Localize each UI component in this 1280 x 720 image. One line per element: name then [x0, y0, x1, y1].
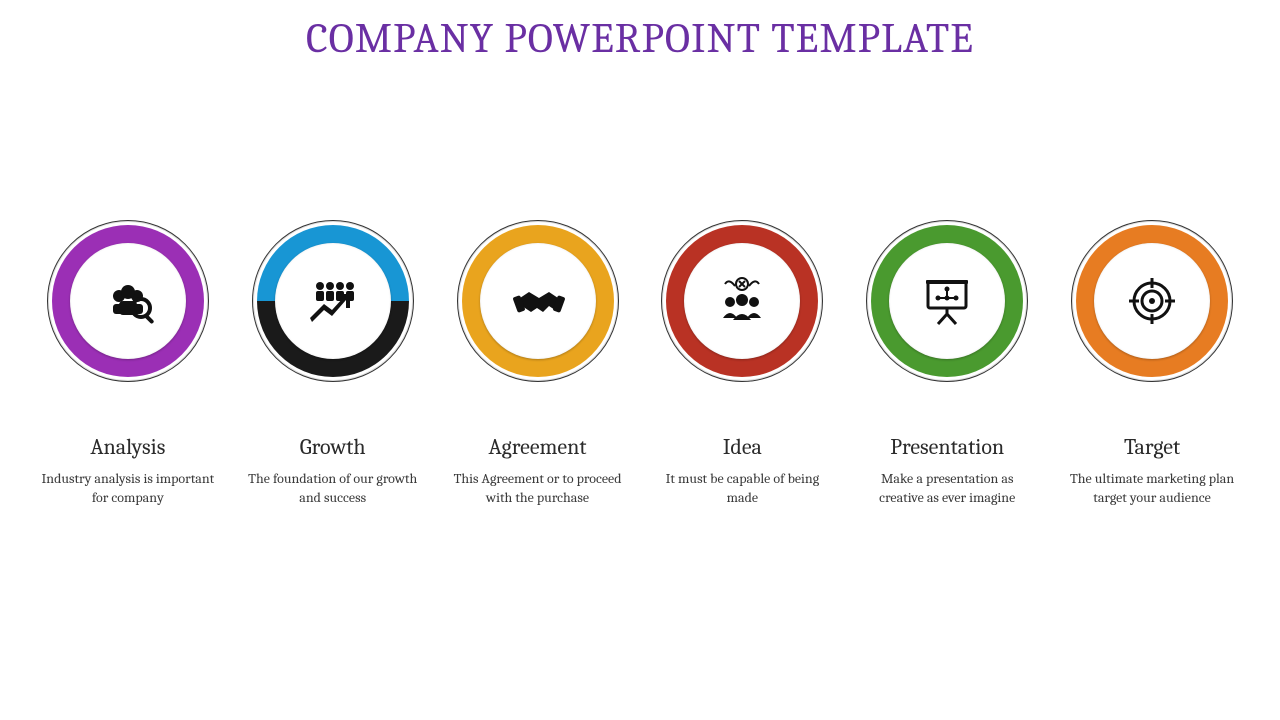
item-desc: The ultimate marketing plan target your …: [1062, 470, 1242, 508]
item-desc: Industry analysis is important for compa…: [38, 470, 218, 508]
ring: [1071, 220, 1233, 382]
slide-title: COMPANY POWERPOINT TEMPLATE: [0, 14, 1280, 63]
ring: [47, 220, 209, 382]
info-item: Growth The foundation of our growth and s…: [238, 220, 428, 508]
ring-band: [1076, 225, 1228, 377]
item-desc: The foundation of our growth and success: [243, 470, 423, 508]
item-label: Agreement: [488, 434, 586, 460]
ring: [661, 220, 823, 382]
ring-inner: [480, 243, 596, 359]
ring-inner: [70, 243, 186, 359]
item-label: Growth: [300, 434, 366, 460]
ring-band: [462, 225, 614, 377]
info-item: Idea It must be capable of being made: [647, 220, 837, 508]
ring-band: [871, 225, 1023, 377]
item-label: Idea: [723, 434, 762, 460]
agreement-icon: [511, 274, 565, 328]
info-item: Target The ultimate marketing plan target…: [1057, 220, 1247, 508]
ring: [866, 220, 1028, 382]
ring-inner: [889, 243, 1005, 359]
ring-band: [257, 225, 409, 377]
item-desc: Make a presentation as creative as ever …: [857, 470, 1037, 508]
item-desc: It must be capable of being made: [652, 470, 832, 508]
ring-band: [666, 225, 818, 377]
info-item: Analysis Industry analysis is important f…: [33, 220, 223, 508]
presentation-icon: [920, 274, 974, 328]
slide: COMPANY POWERPOINT TEMPLATE Analysis Indu…: [0, 0, 1280, 720]
items-row: Analysis Industry analysis is important f…: [0, 220, 1280, 508]
ring-inner: [684, 243, 800, 359]
growth-icon: [306, 274, 360, 328]
info-item: Agreement This Agreement or to proceed wi…: [443, 220, 633, 508]
info-item: Presentation Make a presentation as creat…: [852, 220, 1042, 508]
item-label: Presentation: [890, 434, 1004, 460]
item-label: Target: [1124, 434, 1180, 460]
analysis-icon: [101, 274, 155, 328]
ring: [252, 220, 414, 382]
idea-icon: [715, 274, 769, 328]
item-label: Analysis: [90, 434, 165, 460]
item-desc: This Agreement or to proceed with the pu…: [448, 470, 628, 508]
ring-inner: [275, 243, 391, 359]
ring-band: [52, 225, 204, 377]
ring-inner: [1094, 243, 1210, 359]
target-icon: [1125, 274, 1179, 328]
ring: [457, 220, 619, 382]
